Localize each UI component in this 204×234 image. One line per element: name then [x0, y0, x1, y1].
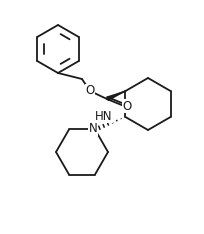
Text: N: N: [89, 122, 97, 135]
Polygon shape: [106, 91, 126, 101]
Text: O: O: [85, 84, 95, 98]
Text: O: O: [122, 99, 132, 113]
Text: HN: HN: [95, 110, 113, 123]
